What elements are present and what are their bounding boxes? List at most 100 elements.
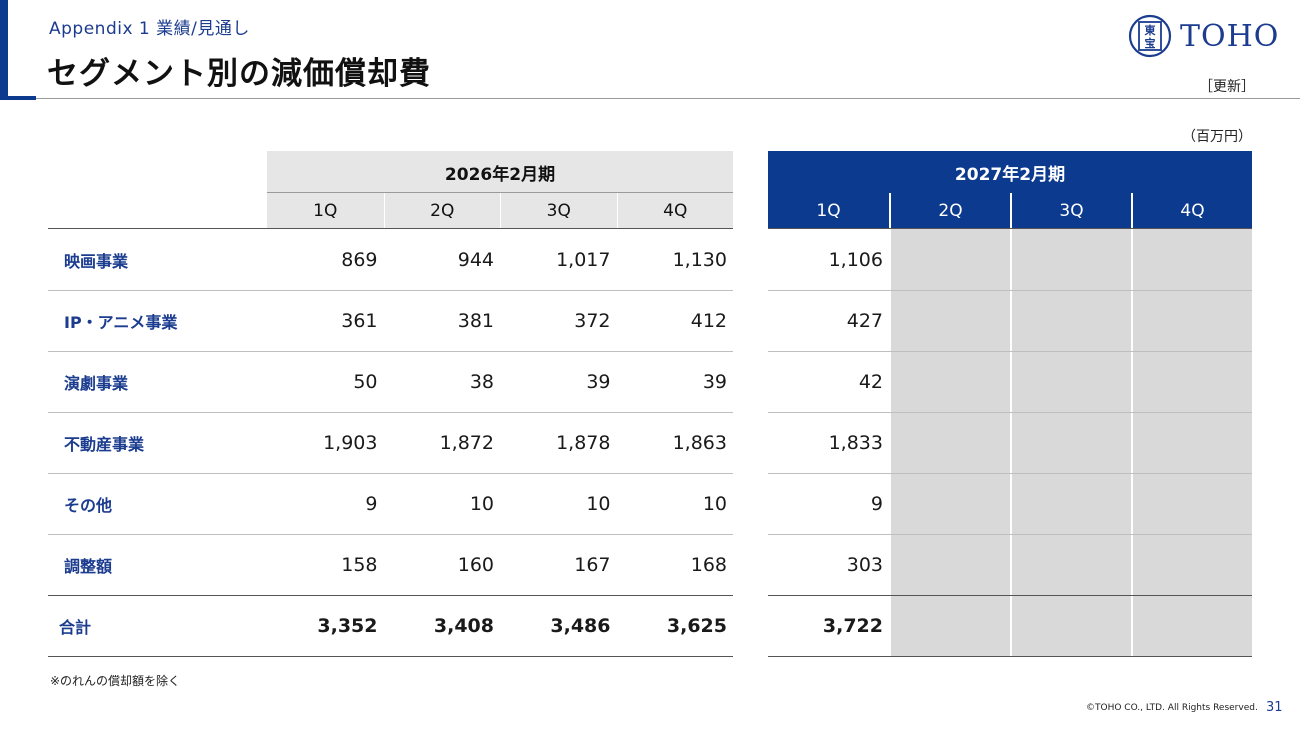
- table-cell: 3,486: [550, 614, 611, 637]
- table-cell: 39: [586, 370, 611, 393]
- quarter-header-fy2026-1q: 1Q: [267, 193, 384, 229]
- table-cell: 1,106: [828, 248, 883, 271]
- header-divider-line: [267, 192, 733, 193]
- table-cell: 361: [341, 309, 378, 332]
- table-cell: 1,833: [828, 431, 883, 454]
- brand-text: TOHO: [1180, 19, 1280, 54]
- row-separator: [48, 290, 733, 291]
- row-label: 不動産事業: [64, 434, 145, 454]
- table-cell: 42: [858, 370, 883, 393]
- row-separator: [768, 412, 1252, 413]
- quarter-header-fy2027-2q: 2Q: [889, 193, 1010, 229]
- footnote: ※のれんの償却額を除く: [50, 674, 181, 688]
- table-cell: 427: [846, 309, 883, 332]
- row-separator: [48, 473, 733, 474]
- table-cell: 372: [574, 309, 611, 332]
- table-cell: 869: [341, 248, 378, 271]
- period-header-fy2027: 2027年2月期: [768, 151, 1252, 193]
- table-cell: 9: [870, 492, 883, 515]
- logo-mark-char-1: 東: [1145, 23, 1157, 37]
- quarter-header-fy2027-3q: 3Q: [1010, 193, 1131, 229]
- appendix-label: Appendix 1 業績/見通し: [49, 19, 250, 39]
- empty-cell: [1010, 473, 1131, 534]
- table-cell: 944: [457, 248, 494, 271]
- empty-cell: [1010, 595, 1131, 656]
- row-label: 調整額: [64, 556, 113, 576]
- empty-cell: [889, 351, 1010, 412]
- empty-cell: [1131, 595, 1252, 656]
- row-label: IP・アニメ事業: [64, 312, 178, 332]
- row-separator: [768, 473, 1252, 474]
- empty-cell: [889, 473, 1010, 534]
- table-cell: 10: [702, 492, 727, 515]
- empty-cell: [1010, 229, 1131, 290]
- quarter-header-fy2027-1q: 1Q: [768, 193, 889, 229]
- header-divider: [36, 98, 1300, 99]
- empty-cell: [889, 534, 1010, 595]
- row-separator: [768, 351, 1252, 352]
- table-cell: 3,722: [822, 614, 883, 637]
- copyright: ©TOHO CO., LTD. All Rights Reserved.: [1086, 703, 1258, 713]
- quarter-header-fy2027-4q: 4Q: [1131, 193, 1252, 229]
- table-cell: 158: [341, 553, 378, 576]
- table-cell: 9: [365, 492, 378, 515]
- empty-cell: [889, 229, 1010, 290]
- table-cell: 38: [469, 370, 494, 393]
- row-label: その他: [64, 495, 113, 515]
- empty-cell: [1131, 290, 1252, 351]
- table-cell: 412: [690, 309, 727, 332]
- row-separator: [768, 534, 1252, 535]
- toho-emblem-icon: 東 宝: [1128, 14, 1172, 58]
- table-cell: 1,872: [439, 431, 494, 454]
- empty-cell: [1010, 290, 1131, 351]
- row-separator: [768, 228, 1252, 229]
- row-label: 演劇事業: [64, 373, 129, 393]
- table-cell: 303: [846, 553, 883, 576]
- table-cell: 167: [574, 553, 611, 576]
- table-cell: 160: [457, 553, 494, 576]
- row-separator: [768, 290, 1252, 291]
- table-cell: 1,903: [323, 431, 378, 454]
- empty-cell: [1131, 412, 1252, 473]
- row-separator: [48, 351, 733, 352]
- row-separator: [48, 228, 733, 229]
- empty-cell: [1131, 229, 1252, 290]
- table-cell: 1,863: [672, 431, 727, 454]
- table-cell: 1,130: [672, 248, 727, 271]
- row-separator: [768, 595, 1252, 596]
- empty-cell: [1131, 534, 1252, 595]
- quarter-header-fy2026-2q: 2Q: [383, 193, 500, 229]
- page-title: セグメント別の減価償却費: [47, 56, 431, 92]
- empty-cell: [889, 595, 1010, 656]
- unit-label: （百万円）: [1182, 129, 1252, 145]
- table-cell: 1,878: [556, 431, 611, 454]
- row-separator: [768, 656, 1252, 657]
- logo-mark-char-2: 宝: [1145, 36, 1156, 50]
- table-cell: 10: [469, 492, 494, 515]
- row-separator: [48, 656, 733, 657]
- empty-cell: [1010, 534, 1131, 595]
- table-cell: 168: [690, 553, 727, 576]
- header-accent-bar: [0, 0, 8, 99]
- empty-cell: [1010, 351, 1131, 412]
- table-cell: 381: [457, 309, 494, 332]
- table-cell: 10: [586, 492, 611, 515]
- row-separator: [48, 595, 733, 596]
- table-cell: 1,017: [556, 248, 611, 271]
- table-cell: 3,625: [666, 614, 727, 637]
- table-cell: 3,408: [433, 614, 494, 637]
- page-number: 31: [1266, 700, 1283, 715]
- quarter-header-fy2026-3q: 3Q: [500, 193, 617, 229]
- row-separator: [48, 534, 733, 535]
- quarter-header-fy2026-4q: 4Q: [616, 193, 733, 229]
- empty-cell: [1010, 412, 1131, 473]
- empty-cell: [1131, 473, 1252, 534]
- period-header-fy2026: 2026年2月期: [267, 151, 733, 193]
- update-label: ［更新］: [1199, 79, 1255, 95]
- empty-cell: [889, 412, 1010, 473]
- table-cell: 3,352: [317, 614, 378, 637]
- empty-cell: [1131, 351, 1252, 412]
- row-label: 映画事業: [64, 251, 129, 271]
- row-separator: [48, 412, 733, 413]
- toho-logo: 東 宝 TOHO: [1128, 14, 1288, 62]
